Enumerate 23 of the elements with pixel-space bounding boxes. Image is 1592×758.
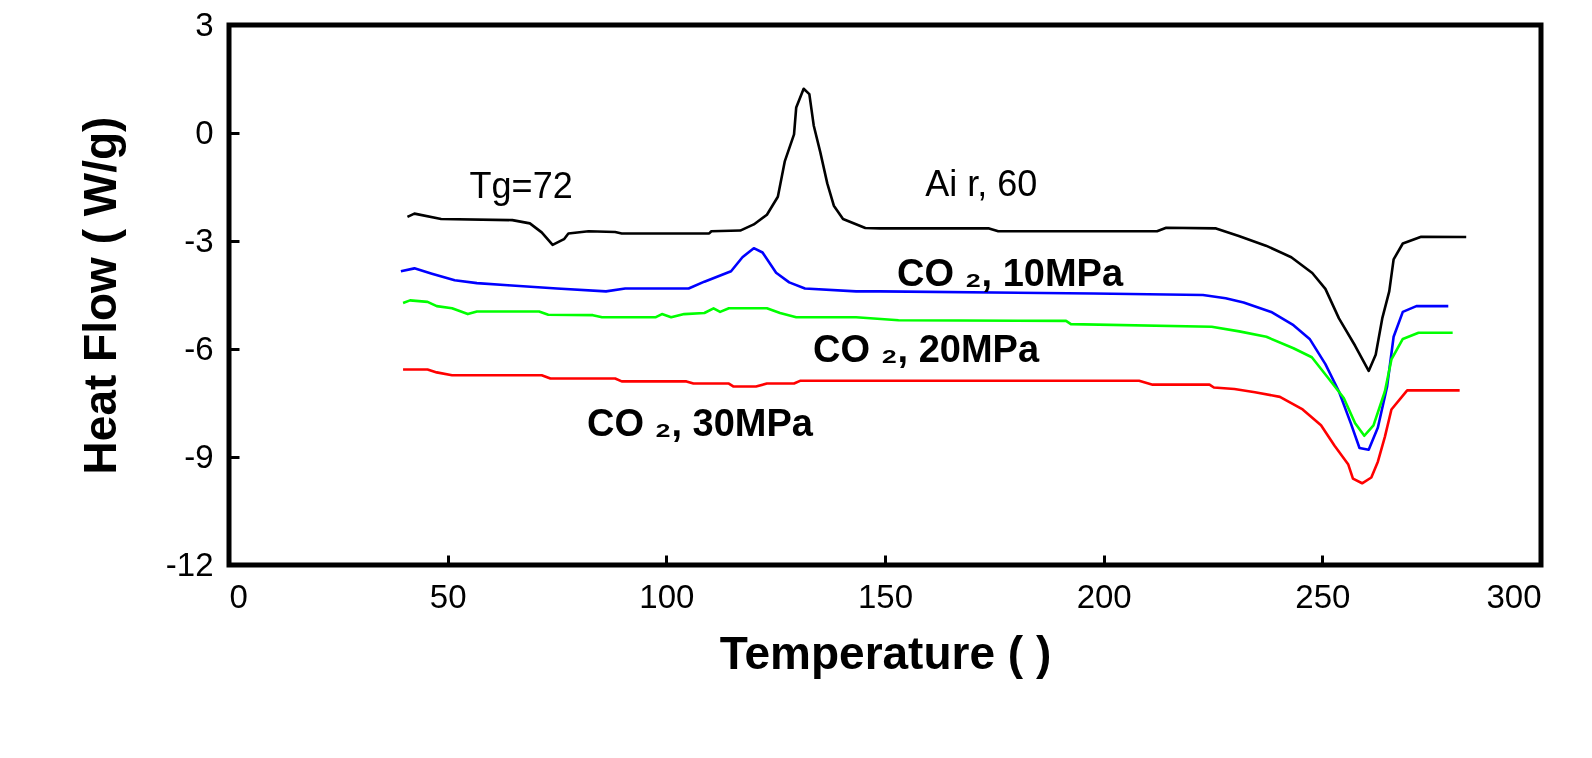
annotation: Tg=72 bbox=[469, 165, 573, 206]
series-label: CO ₂, 20MPa bbox=[813, 327, 1040, 370]
x-tick-label: 100 bbox=[639, 577, 695, 615]
y-tick-label: 0 bbox=[195, 113, 214, 151]
x-tick-label: 250 bbox=[1295, 577, 1351, 615]
y-tick-label: -12 bbox=[165, 545, 214, 583]
y-tick-label: -3 bbox=[184, 221, 214, 259]
x-tick-label: 50 bbox=[429, 577, 467, 615]
y-tick-label: 3 bbox=[195, 5, 214, 43]
x-tick-label: 300 bbox=[1486, 577, 1542, 615]
y-axis-title: Heat Flow ( W/g) bbox=[73, 116, 126, 475]
x-axis-title: Temperature ( ) bbox=[719, 626, 1052, 679]
line-series bbox=[399, 246, 1450, 452]
y-tick-label: -9 bbox=[184, 437, 214, 475]
x-tick-label: 0 bbox=[229, 577, 248, 615]
series-label: Ai r, 60 bbox=[925, 163, 1038, 205]
series-label: CO ₂, 10MPa bbox=[897, 252, 1124, 295]
series-label: CO ₂, 30MPa bbox=[587, 401, 814, 444]
x-tick-label: 150 bbox=[857, 577, 914, 615]
y-tick-label: -6 bbox=[184, 329, 214, 367]
line-series bbox=[406, 87, 1468, 373]
line-series bbox=[401, 368, 1461, 485]
x-tick-label: 200 bbox=[1076, 577, 1132, 615]
